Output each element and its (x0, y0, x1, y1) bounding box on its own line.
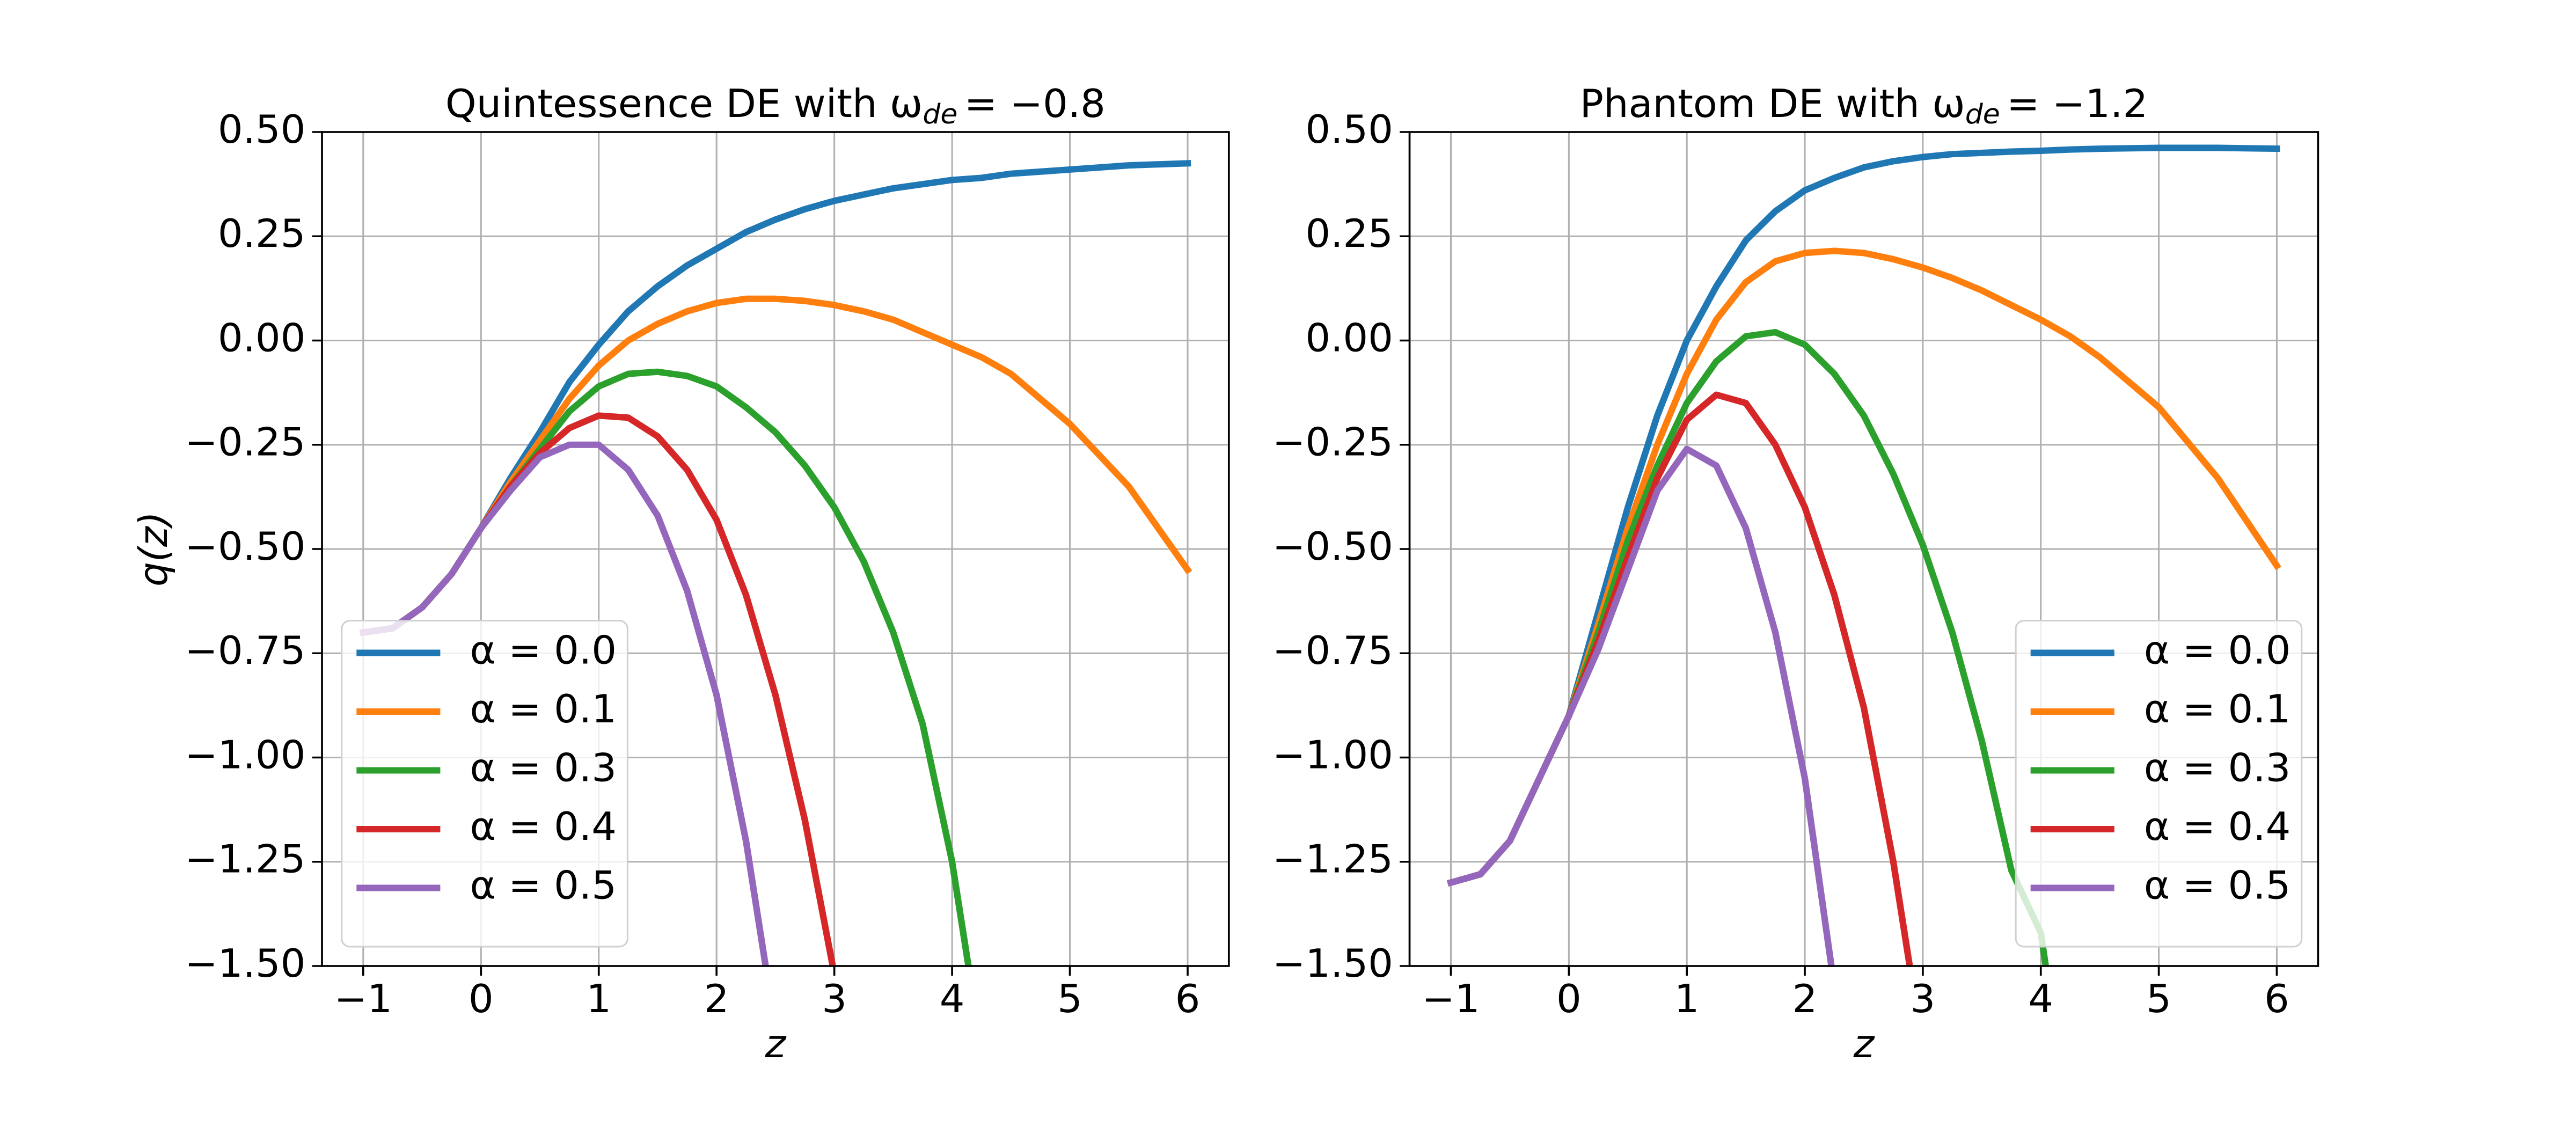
legend-label: α = 0.5 (2144, 863, 2290, 908)
legend-label: α = 0.4 (470, 804, 617, 849)
chart-title: Phantom DE with ωde = −1.2 (1580, 81, 2148, 130)
y-axis-label: q(z) (130, 511, 177, 587)
title-suffix: = −0.8 (964, 81, 1106, 126)
axes: −1 0 1 2 3 4 5 6 0.50 0.25 0.00 −0.25 −0.50 −0.75 −1.0… (130, 81, 1230, 1067)
legend-label: α = 0.1 (470, 686, 617, 731)
axes-frame (1408, 131, 2319, 967)
plot-area (359, 160, 1192, 966)
x-axis-label: z (765, 1021, 787, 1066)
legend-label: α = 0.5 (470, 863, 617, 908)
legend-label: α = 0.0 (470, 628, 617, 673)
x-tick-label: −1 (1422, 976, 1480, 1021)
x-tick-label: 4 (2028, 976, 2053, 1021)
y-tick-label: −0.50 (1272, 524, 1393, 569)
y-tick-label: 0.50 (1305, 107, 1393, 152)
axes-frame (321, 131, 1230, 967)
legend-label: α = 0.0 (2144, 628, 2290, 673)
line-series (1446, 445, 1835, 966)
x-tick-label: 3 (1911, 976, 1936, 1021)
x-tick-label: 5 (2146, 976, 2171, 1021)
y-tick-label: 0.25 (1305, 211, 1393, 257)
x-tick-label: 5 (1057, 976, 1082, 1021)
title-text: Phantom DE with ω (1580, 81, 1965, 126)
x-tick-label: 1 (586, 976, 611, 1021)
y-tick-label: 0.00 (1305, 316, 1393, 361)
y-tick-label: −0.25 (1272, 420, 1393, 465)
legend-box (2015, 620, 2303, 948)
x-tick-label: 2 (1792, 976, 1818, 1021)
y-tick-label: −1.50 (1272, 941, 1393, 986)
x-tick-label: 2 (704, 976, 729, 1021)
legend-label: α = 0.4 (2144, 804, 2290, 849)
y-tick-label: −1.50 (185, 941, 305, 986)
y-tick-label: 0.00 (218, 316, 306, 361)
chart-title: Quintessence DE with ωde = −0.8 (445, 81, 1106, 130)
y-tick-label: −0.50 (185, 524, 305, 569)
title-suffix: = −1.2 (2007, 81, 2148, 126)
x-tick-label: 0 (1556, 976, 1582, 1021)
plot-area (1446, 144, 2281, 966)
legend-box (341, 620, 628, 948)
y-tick-label: −0.25 (185, 420, 305, 465)
x-tick-label: 3 (822, 976, 847, 1021)
y-tick-label: −1.25 (185, 837, 305, 882)
x-tick-label: −1 (334, 976, 392, 1021)
y-tick-label: 0.25 (218, 211, 306, 257)
title-text: Quintessence DE with ω (445, 81, 923, 126)
axes: −1 0 1 2 3 4 5 6 0.50 0.25 0.00 −0.25 −0.50 −0.75 −1.0… (1272, 81, 2319, 1067)
y-tick-label: −0.75 (185, 628, 305, 674)
legend-label: α = 0.3 (2144, 745, 2290, 791)
x-tick-label: 4 (940, 976, 965, 1021)
title-subscript: de (923, 98, 957, 130)
x-tick-label: 6 (1175, 976, 1201, 1021)
y-tick-label: 0.50 (218, 107, 306, 152)
legend-label: α = 0.3 (470, 745, 617, 791)
line-series (359, 441, 769, 966)
title-subscript: de (1965, 98, 2000, 130)
x-tick-label: 6 (2264, 976, 2289, 1021)
y-tick-label: −0.75 (1272, 628, 1393, 674)
x-axis-label: z (1853, 1021, 1875, 1066)
y-tick-label: −1.25 (1272, 837, 1393, 882)
y-tick-label: −1.00 (185, 733, 305, 778)
x-tick-label: 1 (1674, 976, 1700, 1021)
legend-label: α = 0.1 (2144, 686, 2290, 731)
y-tick-label: −1.00 (1272, 733, 1393, 778)
x-tick-label: 0 (469, 976, 494, 1021)
